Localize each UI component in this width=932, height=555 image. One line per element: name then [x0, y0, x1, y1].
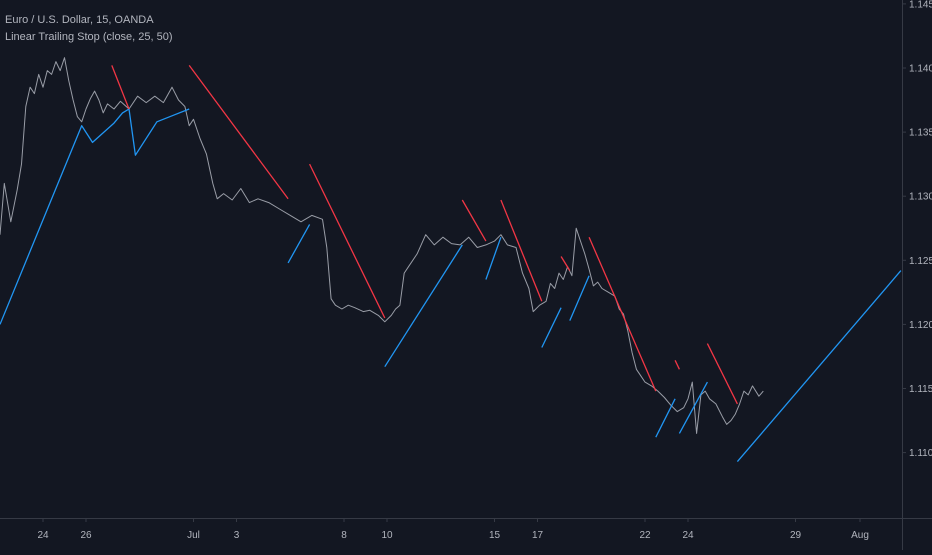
- trailing-stop-down-segment-11: [560, 256, 571, 271]
- trailing-stop-down-segment-13: [588, 236, 657, 392]
- indicator-title[interactable]: Linear Trailing Stop (close, 25, 50): [5, 31, 173, 43]
- x-tick-label: 22: [639, 530, 651, 541]
- x-tick-label: Jul: [187, 530, 200, 541]
- y-tick-label: 1.1200: [909, 320, 932, 331]
- trailing-stop-up-segment-12: [569, 275, 590, 321]
- trailing-stop-up-segment-8: [485, 236, 502, 280]
- y-tick-label: 1.1400: [909, 64, 932, 75]
- x-tick-label: 26: [80, 530, 92, 541]
- x-tick-label: 29: [790, 530, 802, 541]
- trailing-stop-up-segment-16: [678, 381, 708, 434]
- y-tick-label: 1.1300: [909, 192, 932, 203]
- trailing-stop-down-segment-17: [706, 343, 738, 405]
- trailing-stop-down-segment-3: [188, 65, 289, 200]
- x-tick-label: Aug: [851, 530, 869, 541]
- trailing-stop-up-segment-18: [736, 270, 902, 463]
- y-tick-label: 1.1100: [909, 448, 932, 459]
- symbol-title[interactable]: Euro / U.S. Dollar, 15, OANDA: [5, 14, 154, 26]
- x-tick-label: 8: [341, 530, 347, 541]
- trailing-stop-up-segment-10: [541, 307, 562, 348]
- x-tick-label: 24: [682, 530, 694, 541]
- x-tick-label: 24: [37, 530, 49, 541]
- trailing-stop-down-segment-9: [500, 199, 543, 302]
- x-tick-label: 15: [489, 530, 501, 541]
- y-tick-label: 1.1250: [909, 256, 932, 267]
- trailing-stop-down-segment-2: [111, 65, 130, 110]
- x-tick-label: 17: [532, 530, 544, 541]
- y-tick-label: 1.1350: [909, 128, 932, 139]
- trailing-stop-up-segment-14: [655, 398, 676, 438]
- trailing-stop-down-segment-7: [461, 199, 487, 242]
- x-tick-label: 10: [381, 530, 393, 541]
- y-tick-label: 1.1150: [909, 384, 932, 395]
- chart-legend: Euro / U.S. Dollar, 15, OANDA Linear Tra…: [5, 12, 173, 46]
- trailing-stop-up-segment-4: [287, 224, 311, 264]
- trailing-stop-up-segment-1: [0, 108, 190, 325]
- trailing-stop-down-segment-15: [674, 360, 680, 370]
- x-tick-label: 3: [234, 530, 240, 541]
- trailing-stop-down-segment-5: [309, 163, 386, 319]
- y-tick-label: 1.1450: [909, 0, 932, 10]
- trailing-stop-up-segment-6: [384, 244, 463, 368]
